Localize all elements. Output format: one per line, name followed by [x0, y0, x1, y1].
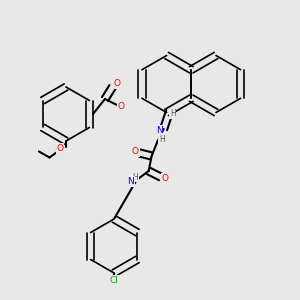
Text: N: N [156, 126, 163, 135]
Text: O: O [118, 102, 125, 111]
Text: H: H [159, 135, 165, 144]
Text: H: H [132, 172, 138, 182]
Text: N: N [127, 177, 134, 186]
Text: O: O [132, 147, 139, 156]
Text: Cl: Cl [110, 276, 118, 285]
Text: O: O [56, 144, 64, 153]
Text: O: O [113, 80, 121, 88]
Text: O: O [162, 174, 169, 183]
Text: H: H [170, 110, 176, 118]
